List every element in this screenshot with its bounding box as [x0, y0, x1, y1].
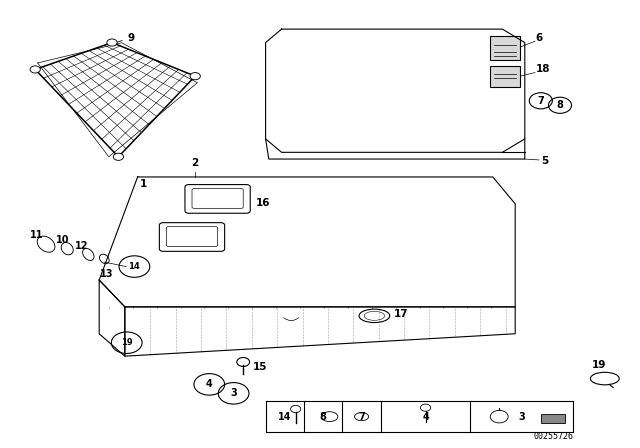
- Text: 9: 9: [115, 33, 135, 43]
- Text: 8: 8: [320, 412, 326, 422]
- Text: 4: 4: [422, 412, 429, 422]
- FancyBboxPatch shape: [490, 66, 520, 87]
- Circle shape: [291, 405, 301, 413]
- Text: 15: 15: [253, 362, 268, 372]
- Text: 16: 16: [256, 198, 271, 208]
- Text: 8: 8: [557, 100, 563, 110]
- Text: 17: 17: [394, 309, 408, 319]
- Circle shape: [237, 358, 250, 366]
- Text: 2: 2: [191, 158, 199, 168]
- Text: 12: 12: [75, 241, 89, 250]
- Circle shape: [113, 153, 124, 160]
- Circle shape: [190, 73, 200, 80]
- Text: 4: 4: [206, 379, 212, 389]
- Text: 19: 19: [121, 338, 132, 347]
- Text: 18: 18: [536, 65, 550, 74]
- Text: 19: 19: [592, 360, 606, 370]
- Circle shape: [107, 39, 117, 46]
- Text: 14: 14: [278, 412, 292, 422]
- Circle shape: [30, 66, 40, 73]
- Text: 1: 1: [140, 179, 147, 189]
- Text: 7: 7: [358, 412, 365, 422]
- Text: 13: 13: [100, 269, 114, 279]
- Text: 11: 11: [30, 230, 44, 240]
- Text: 6: 6: [536, 33, 543, 43]
- Circle shape: [420, 404, 431, 411]
- Text: 5: 5: [541, 156, 548, 166]
- FancyBboxPatch shape: [541, 414, 565, 423]
- Text: 7: 7: [538, 96, 544, 106]
- Text: 3: 3: [230, 388, 237, 398]
- Text: 14: 14: [129, 262, 140, 271]
- Text: 00255726: 00255726: [534, 432, 573, 441]
- Text: 10: 10: [56, 235, 70, 245]
- Text: 3: 3: [518, 412, 525, 422]
- FancyBboxPatch shape: [490, 36, 520, 60]
